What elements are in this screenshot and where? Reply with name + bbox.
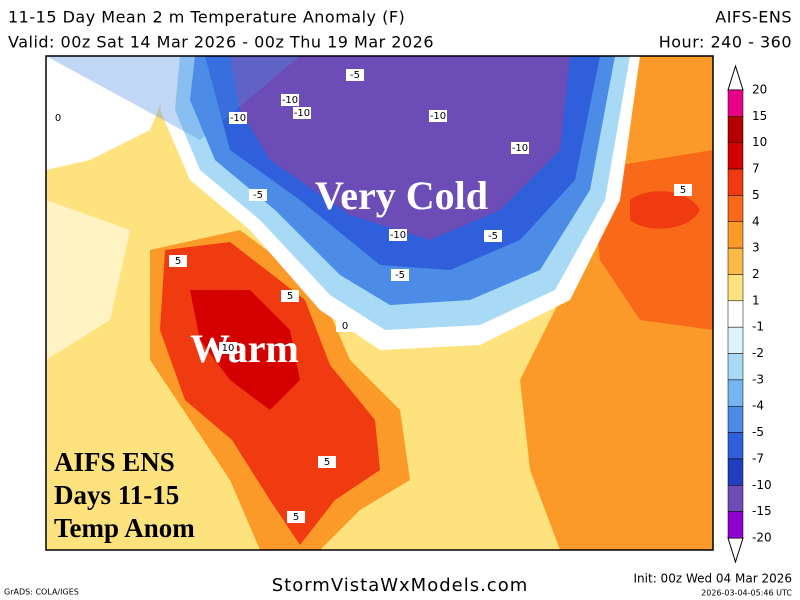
colorbar-box xyxy=(727,89,744,117)
contour-label-bg xyxy=(511,142,529,154)
colorbar-box xyxy=(727,511,744,539)
contour-label-bg xyxy=(346,69,364,81)
annotation: Warm xyxy=(190,326,299,371)
map-frame xyxy=(45,55,714,551)
contour-label: -10 xyxy=(230,113,246,124)
colorbar-box xyxy=(727,379,744,407)
label-line: Temp Anom xyxy=(54,513,195,543)
label-line: AIFS ENS xyxy=(54,447,175,477)
colorbar-label: 1 xyxy=(752,293,760,307)
contour-label: -10 xyxy=(390,230,406,241)
colorbar-box xyxy=(727,274,744,302)
colorbar-box xyxy=(727,116,744,143)
colorbar-box xyxy=(727,326,744,354)
contour-label-bg xyxy=(287,511,305,523)
colorbar-label: -4 xyxy=(752,399,764,413)
contour-labels: -5 -10 -10 -10 -10 -10 -5 -10 -5 -5 5 5 5 5 0 10 5 0 xyxy=(49,69,692,523)
contour-label: 10 xyxy=(222,343,235,354)
contour-label-bg xyxy=(281,290,299,302)
init-time: Init: 00z Wed 04 Mar 2026 xyxy=(634,572,792,586)
colorbar-arrow xyxy=(727,537,744,564)
contour-label-bg xyxy=(336,320,354,332)
contour-label: -10 xyxy=(512,143,528,154)
contour-label: -5 xyxy=(350,70,360,81)
contour-label: -5 xyxy=(488,231,498,242)
colorbar-box xyxy=(727,221,744,249)
colorbar-box xyxy=(727,485,744,512)
contour-label: -5 xyxy=(395,270,405,281)
contour-label-bg xyxy=(389,229,407,241)
contour-label-bg xyxy=(674,184,692,196)
colorbar-label: 4 xyxy=(752,214,760,228)
colorbar-label: 10 xyxy=(752,135,767,149)
colorbar-label: 7 xyxy=(752,162,760,176)
colorbar-label: -20 xyxy=(752,531,772,545)
colorbar-box xyxy=(727,300,744,328)
contour-label-bg xyxy=(169,255,187,267)
contour-label: -10 xyxy=(430,111,446,122)
contour-label-bg xyxy=(429,110,447,122)
contour-label: 5 xyxy=(324,457,330,468)
model-name: AIFS-ENS xyxy=(715,8,792,27)
contour-label: 5 xyxy=(175,256,181,267)
contour-label-bg xyxy=(229,112,247,124)
colorbar-label: -3 xyxy=(752,372,764,386)
colorbar-box xyxy=(727,142,744,170)
contour-label: 5 xyxy=(293,512,299,523)
colorbar-label: 15 xyxy=(752,109,767,123)
timestamp: 2026-03-04-05:46 UTC xyxy=(701,589,792,598)
credit: GrADS: COLA/IGES xyxy=(4,588,79,597)
colorbar-box xyxy=(727,405,744,433)
colorbar-label: -10 xyxy=(752,478,772,492)
contour-label-bg xyxy=(281,94,299,106)
site: StormVistaWxModels.com xyxy=(272,575,529,596)
title: 11-15 Day Mean 2 m Temperature Anomaly (… xyxy=(8,8,405,27)
colorbar-label: -1 xyxy=(752,320,764,334)
label-line: Days 11-15 xyxy=(54,480,179,510)
contour-label: -5 xyxy=(253,190,263,201)
colorbar-label: -2 xyxy=(752,346,764,360)
contour-label: 5 xyxy=(680,185,686,196)
colorbar-label: 20 xyxy=(752,83,767,97)
colorbar-label: -5 xyxy=(752,425,764,439)
colorbar-label: -7 xyxy=(752,451,764,465)
colorbar-box xyxy=(727,432,744,460)
contour-label-bg xyxy=(318,456,336,468)
valid-time: Valid: 00z Sat 14 Mar 2026 - 00z Thu 19 … xyxy=(8,33,434,52)
contour-label-bg xyxy=(293,107,311,119)
colorbar-label: -15 xyxy=(752,504,772,518)
colorbar-box xyxy=(727,458,744,486)
colorbar-box xyxy=(727,353,744,381)
contour-label: 5 xyxy=(287,291,293,302)
colorbar-label: 3 xyxy=(752,241,760,255)
map xyxy=(46,56,713,550)
contour-label: 0 xyxy=(55,113,61,124)
contour-label-bg xyxy=(249,189,267,201)
annotation: Very Cold xyxy=(315,173,488,218)
colorbar-box xyxy=(727,247,744,275)
contour-label-bg xyxy=(391,269,409,281)
contour-label: 0 xyxy=(342,321,348,332)
colorbar-label: 5 xyxy=(752,188,760,202)
contour-label: -10 xyxy=(294,108,310,119)
colorbar-box xyxy=(727,195,744,223)
contour-label-bg xyxy=(49,112,67,124)
colorbar-label: 2 xyxy=(752,267,760,281)
colorbar-box xyxy=(727,168,744,196)
contour-label-bg xyxy=(219,342,237,354)
contour-label-bg xyxy=(484,230,502,242)
forecast-hour: Hour: 240 - 360 xyxy=(659,33,792,52)
colorbar-arrow xyxy=(727,64,744,91)
colorbar: 20 15 10 7 5 4 3 2 1 -1 -2 -3 -4 -5 -7 -10 -15 -20 xyxy=(727,64,772,564)
contour-label: -10 xyxy=(282,95,298,106)
